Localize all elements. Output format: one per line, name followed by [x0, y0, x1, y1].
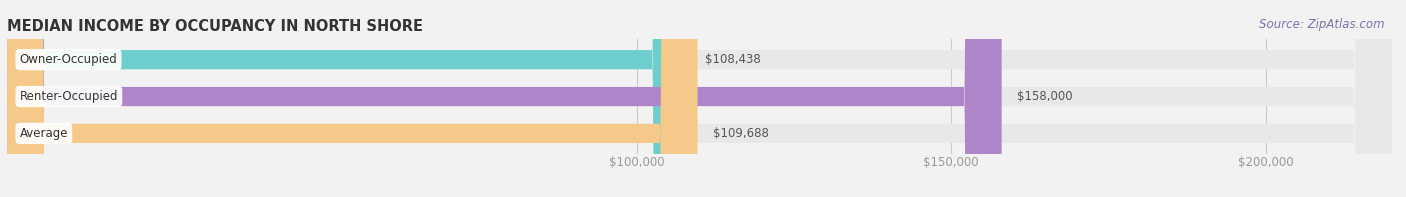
FancyBboxPatch shape	[7, 0, 1001, 197]
FancyBboxPatch shape	[7, 0, 690, 197]
Text: Average: Average	[20, 127, 67, 140]
Text: MEDIAN INCOME BY OCCUPANCY IN NORTH SHORE: MEDIAN INCOME BY OCCUPANCY IN NORTH SHOR…	[7, 19, 423, 34]
Text: Owner-Occupied: Owner-Occupied	[20, 53, 117, 66]
FancyBboxPatch shape	[7, 0, 1392, 197]
FancyBboxPatch shape	[7, 0, 1392, 197]
FancyBboxPatch shape	[7, 0, 697, 197]
Text: Source: ZipAtlas.com: Source: ZipAtlas.com	[1260, 18, 1385, 31]
Text: $108,438: $108,438	[706, 53, 761, 66]
Text: $158,000: $158,000	[1018, 90, 1073, 103]
Text: Renter-Occupied: Renter-Occupied	[20, 90, 118, 103]
FancyBboxPatch shape	[7, 0, 1392, 197]
Text: $109,688: $109,688	[713, 127, 769, 140]
